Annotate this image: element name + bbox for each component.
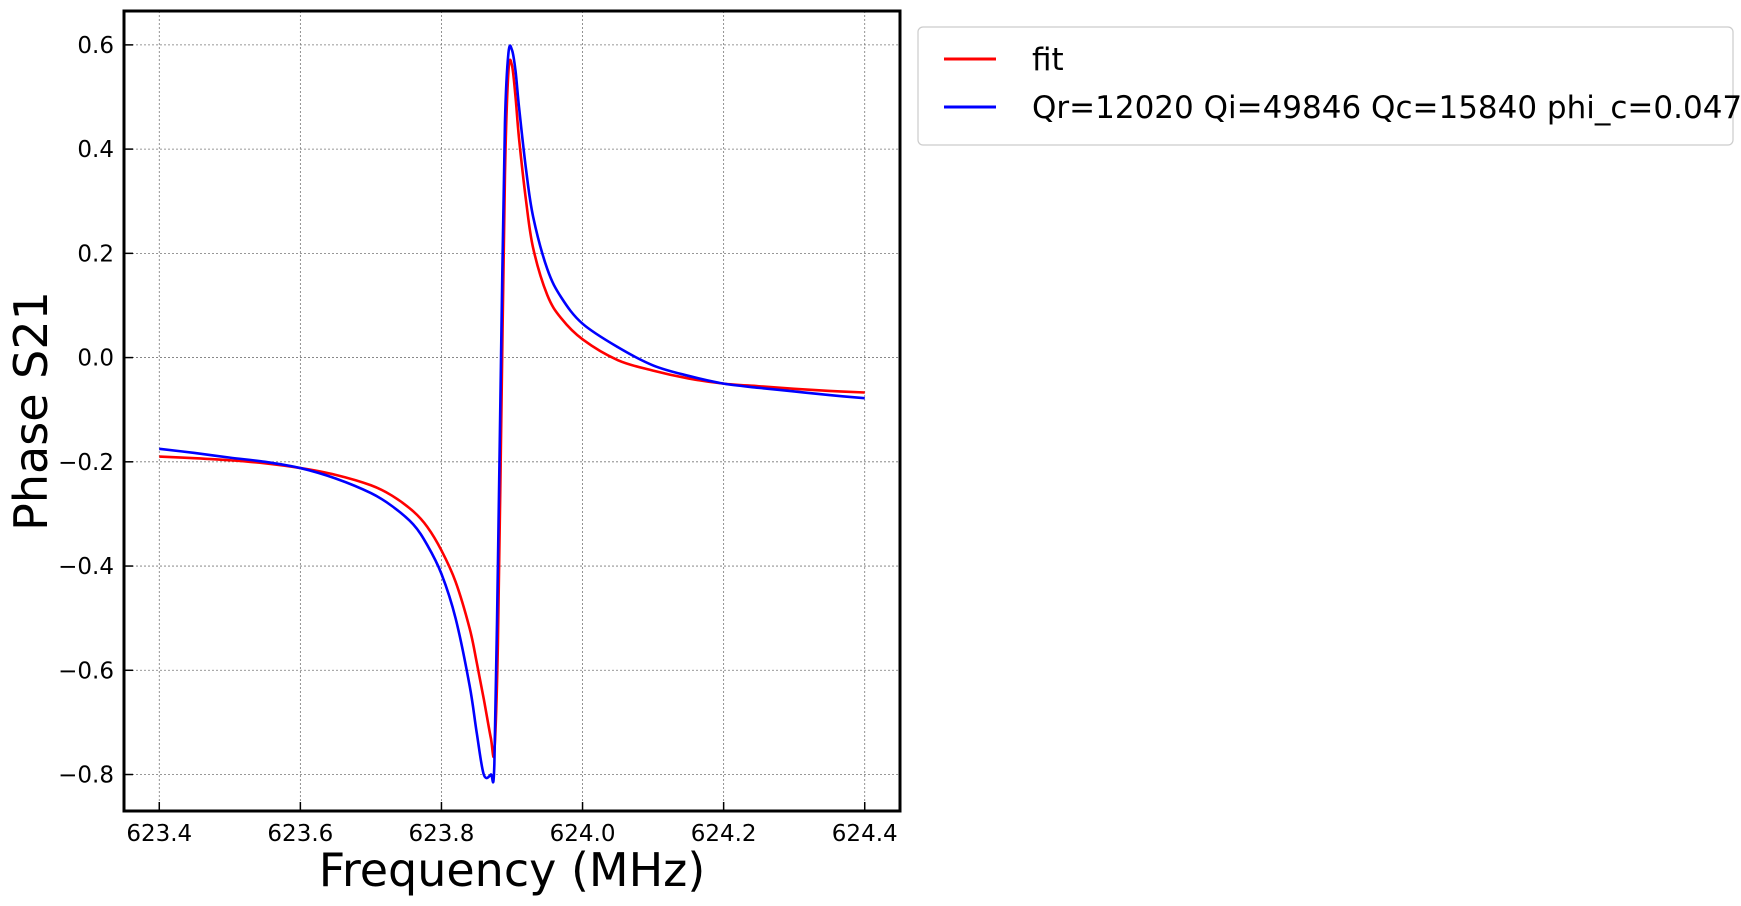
y-tick-label: 0.2 xyxy=(77,241,114,267)
x-tick-label: 624.0 xyxy=(550,821,616,847)
plot-frame xyxy=(122,9,902,813)
legend-box xyxy=(917,26,1734,146)
series-layer xyxy=(159,44,865,784)
x-tick-label: 624.2 xyxy=(691,821,757,847)
y-tick-label: −0.6 xyxy=(58,658,114,684)
legend-label-fit: fit xyxy=(1032,42,1064,78)
x-axis-title: Frequency (MHz) xyxy=(319,843,706,897)
x-tick-label: 623.4 xyxy=(126,821,192,847)
y-tick-label: −0.4 xyxy=(58,554,114,580)
y-tick-label: 0.4 xyxy=(77,137,114,163)
y-axis-title: Phase S21 xyxy=(4,291,58,531)
x-tick-label: 624.4 xyxy=(832,821,898,847)
x-tick-label: 623.6 xyxy=(267,821,333,847)
y-tick-label: 0.6 xyxy=(77,33,114,59)
x-tick-label: 623.8 xyxy=(409,821,475,847)
series-line-data xyxy=(159,44,865,784)
y-tick-label: −0.2 xyxy=(58,450,114,476)
y-tick-label: −0.8 xyxy=(58,763,114,789)
ticks xyxy=(124,44,866,811)
tick-labels: 623.4 623.6 623.8 624.0 624.2 624.4 0.6 0.4 0.2 0… xyxy=(58,33,898,847)
y-tick-label: 0.0 xyxy=(77,346,114,372)
legend: fit Qr=12020 Qi=49846 Qc=15840 phi_c=0.0… xyxy=(917,26,1741,146)
legend-label-data: Qr=12020 Qi=49846 Qc=15840 phi_c=0.047 xyxy=(1032,90,1741,126)
